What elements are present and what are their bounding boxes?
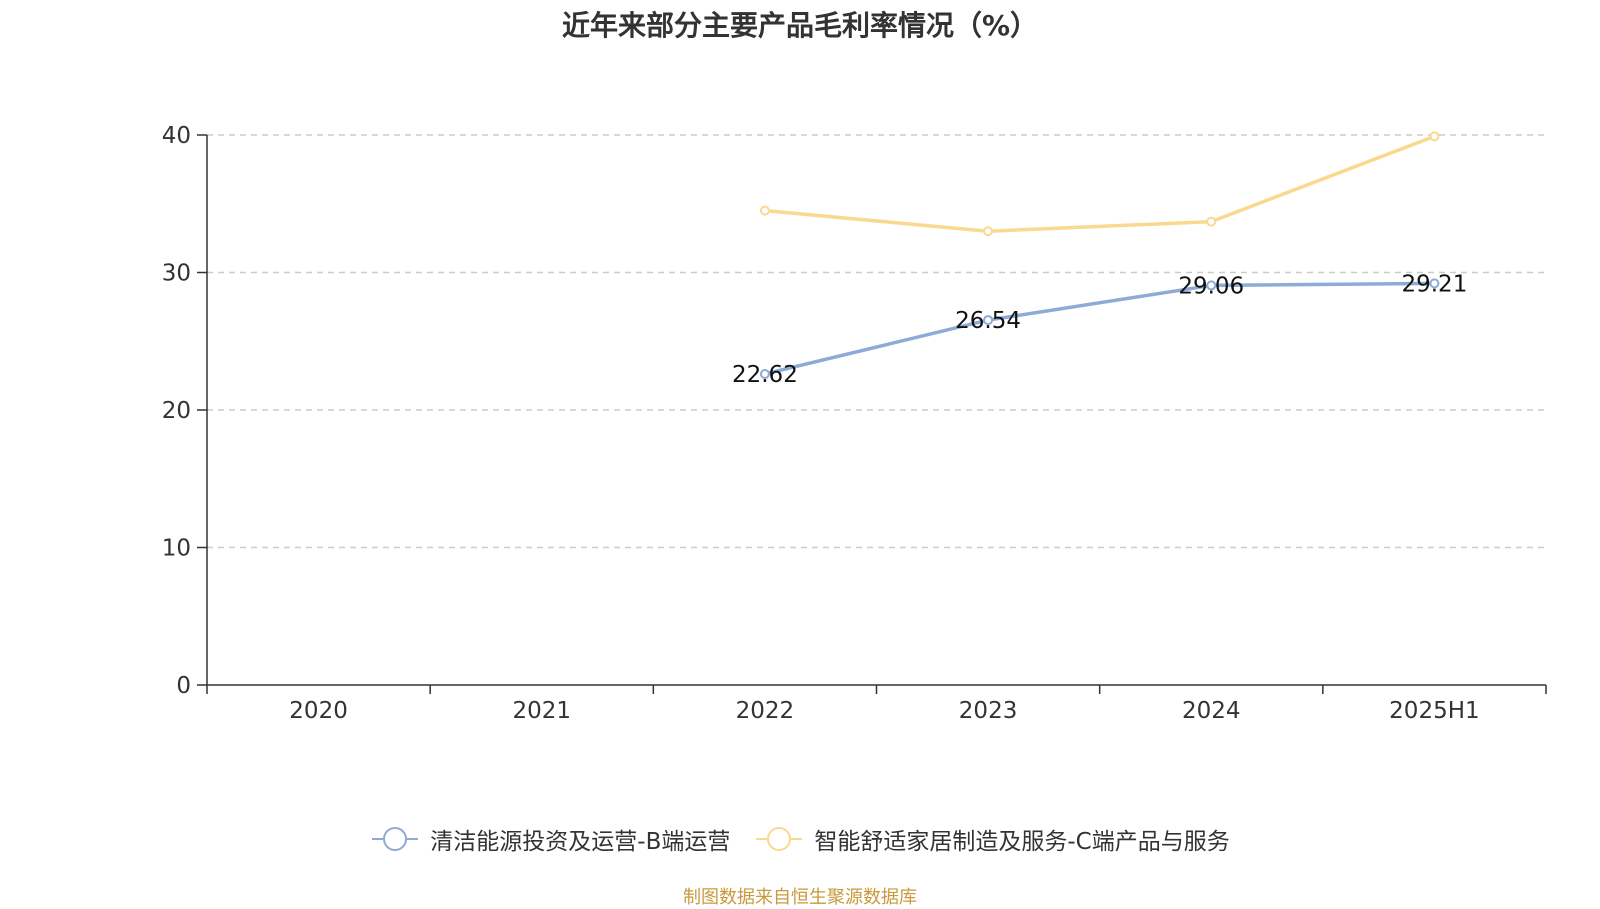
data-point <box>1206 280 1217 291</box>
chart-title: 近年来部分主要产品毛利率情况（%） <box>561 9 1039 42</box>
x-tick-label: 2023 <box>959 698 1018 724</box>
legend-label: 清洁能源投资及运营-B端运营 <box>430 829 731 855</box>
data-label: 29.21 <box>1401 271 1467 297</box>
line-chart: 0 10 20 30 40 2020 2021 2022 2023 2024 2025H1 22.6… <box>162 123 1547 724</box>
data-label: 29.06 <box>1178 273 1244 299</box>
data-point <box>759 205 770 216</box>
y-tick-label: 20 <box>162 398 191 424</box>
legend-marker-icon <box>372 827 419 851</box>
y-tick-label: 10 <box>162 536 191 562</box>
legend-marker-icon <box>756 827 803 851</box>
legend: 清洁能源投资及运营-B端运营 智能舒适家居制造及服务-C端产品与服务 <box>0 822 1600 856</box>
x-tick-label: 2021 <box>512 698 571 724</box>
series-line <box>763 281 1437 376</box>
legend-item-b-operation[interactable]: 清洁能源投资及运营-B端运营 <box>370 822 730 856</box>
x-tick-label: 2022 <box>736 698 795 724</box>
axis-layer: 0 10 20 30 40 2020 2021 2022 2023 2024 2025H1 <box>162 123 1547 724</box>
series-line <box>763 134 1437 233</box>
y-tick-label: 40 <box>162 123 191 149</box>
x-tick-label: 2020 <box>289 698 348 724</box>
legend-label: 智能舒适家居制造及服务-C端产品与服务 <box>814 829 1230 855</box>
label-layer: 22.62 26.54 29.06 29.21 <box>732 271 1467 388</box>
series-layer <box>759 131 1440 379</box>
data-point <box>759 368 770 379</box>
data-point <box>983 315 994 326</box>
data-point <box>1429 131 1440 142</box>
y-tick-label: 30 <box>162 261 191 287</box>
x-tick-label: 2025H1 <box>1389 698 1479 724</box>
data-label: 26.54 <box>955 308 1021 334</box>
data-point <box>983 226 994 237</box>
data-point <box>1206 216 1217 227</box>
grid-layer <box>207 134 1546 549</box>
y-tick-label: 0 <box>176 673 191 699</box>
legend-item-c-products[interactable]: 智能舒适家居制造及服务-C端产品与服务 <box>754 822 1230 856</box>
data-source-note: 制图数据来自恒生聚源数据库 <box>683 887 917 908</box>
data-point <box>1429 278 1440 289</box>
data-label: 22.62 <box>732 362 798 388</box>
x-tick-label: 2024 <box>1182 698 1241 724</box>
